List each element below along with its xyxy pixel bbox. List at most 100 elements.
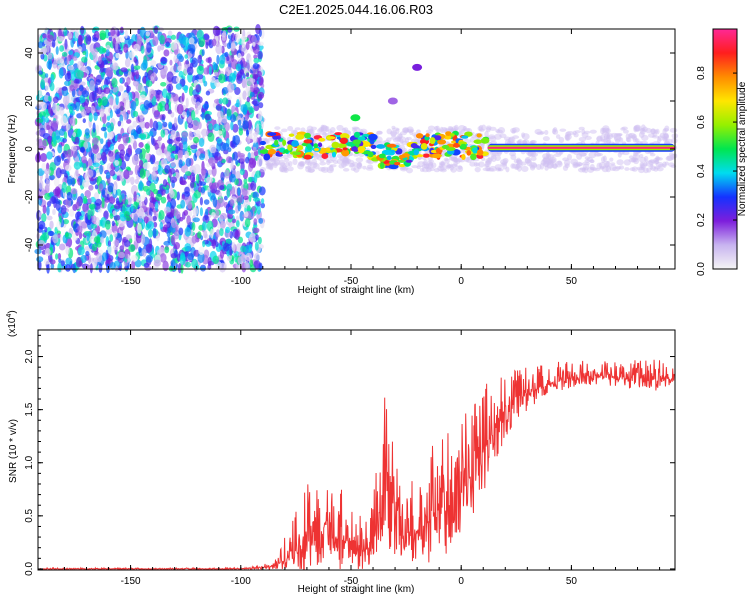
noise-blob (226, 82, 235, 93)
noise-blob (257, 236, 262, 245)
noise-blob (126, 119, 132, 124)
noise-blob (81, 56, 88, 63)
noise-blob (70, 145, 78, 152)
noise-blob (101, 72, 105, 80)
halo-blob (615, 133, 623, 137)
noise-blob (133, 191, 137, 202)
noise-blob (40, 78, 45, 89)
noise-blob (84, 189, 91, 198)
noise-blob (201, 128, 209, 137)
noise-blob (106, 193, 110, 201)
noise-blob (100, 126, 107, 132)
snr-series-line (38, 359, 676, 571)
noise-blob (94, 198, 102, 206)
noise-blob (195, 84, 202, 93)
svg-text:(x104): (x104) (6, 310, 18, 337)
noise-blob (243, 178, 248, 184)
halo-blob (353, 153, 360, 157)
noise-blob (256, 205, 261, 215)
halo-blob (588, 151, 597, 159)
noise-blob (65, 257, 73, 266)
noise-blob (221, 115, 228, 124)
noise-blob (170, 234, 176, 246)
noise-blob (213, 71, 219, 77)
noise-blob (216, 54, 220, 65)
noise-blob (220, 171, 225, 181)
noise-blob (59, 45, 65, 52)
noise-blob (67, 65, 75, 71)
halo-blob (651, 135, 660, 139)
halo-blob (366, 164, 374, 170)
halo-blob (618, 165, 625, 170)
signal-blob (437, 139, 447, 145)
noise-blob (237, 52, 242, 62)
noise-blob (180, 199, 186, 209)
noise-blob (155, 144, 159, 150)
signal-blob (429, 137, 436, 145)
noise-blob (138, 180, 143, 191)
noise-blob (193, 94, 200, 100)
noise-blob (156, 89, 161, 95)
noise-blob (140, 45, 145, 54)
halo-blob (589, 129, 597, 134)
halo-blob (513, 158, 520, 164)
noise-blob (97, 97, 102, 107)
noise-blob (134, 178, 140, 185)
noise-blob (170, 42, 178, 51)
noise-blob (80, 254, 87, 264)
halo-blob (535, 163, 542, 171)
halo-blob (311, 158, 318, 165)
halo-blob (440, 160, 445, 167)
noise-blob (106, 66, 114, 78)
snr-scale-text: (x10 (7, 317, 18, 337)
noise-blob (153, 25, 159, 34)
noise-blob (84, 128, 90, 136)
noise-blob (159, 253, 167, 263)
noise-blob (103, 87, 111, 95)
noise-blob (88, 91, 96, 103)
noise-blob (73, 78, 80, 84)
noise-blob (44, 226, 48, 233)
noise-blob (75, 201, 80, 208)
noise-blob (79, 174, 83, 186)
noise-blob (165, 151, 172, 162)
noise-blob (198, 246, 205, 256)
noise-blob (75, 168, 79, 177)
noise-blob (47, 135, 52, 145)
snr-xlabel: Height of straight line (km) (298, 584, 415, 595)
noise-blob (201, 221, 208, 231)
noise-blob (170, 198, 177, 209)
noise-blob (250, 84, 254, 93)
noise-blob (219, 185, 225, 190)
halo-blob (410, 138, 419, 143)
noise-blob (91, 243, 98, 252)
halo-blob (329, 164, 337, 168)
noise-blob (41, 162, 47, 171)
halo-blob (342, 168, 350, 172)
noise-blob (217, 197, 225, 208)
noise-blob (110, 27, 116, 37)
signal-blob (393, 161, 401, 166)
noise-blob (69, 116, 76, 127)
noise-blob (119, 149, 126, 156)
halo-blob (622, 150, 630, 156)
noise-blob (230, 121, 234, 131)
halo-blob (656, 137, 662, 144)
signal-blob (368, 133, 378, 141)
noise-blob (209, 144, 217, 154)
noise-blob (104, 220, 111, 230)
noise-blob (232, 135, 236, 144)
noise-blob (152, 138, 156, 147)
noise-blob (174, 229, 180, 240)
snr-scale-exponent: 4 (6, 314, 13, 318)
halo-blob (279, 165, 285, 173)
noise-blob (82, 202, 89, 213)
noise-blob (42, 232, 50, 241)
halo-blob (581, 161, 590, 166)
spectrogram-ytick-label: 20 (24, 95, 35, 107)
snr-xtick-label: -50 (344, 576, 359, 587)
halo-blob (474, 166, 481, 173)
halo-blob (444, 128, 453, 133)
halo-blob (605, 128, 611, 134)
